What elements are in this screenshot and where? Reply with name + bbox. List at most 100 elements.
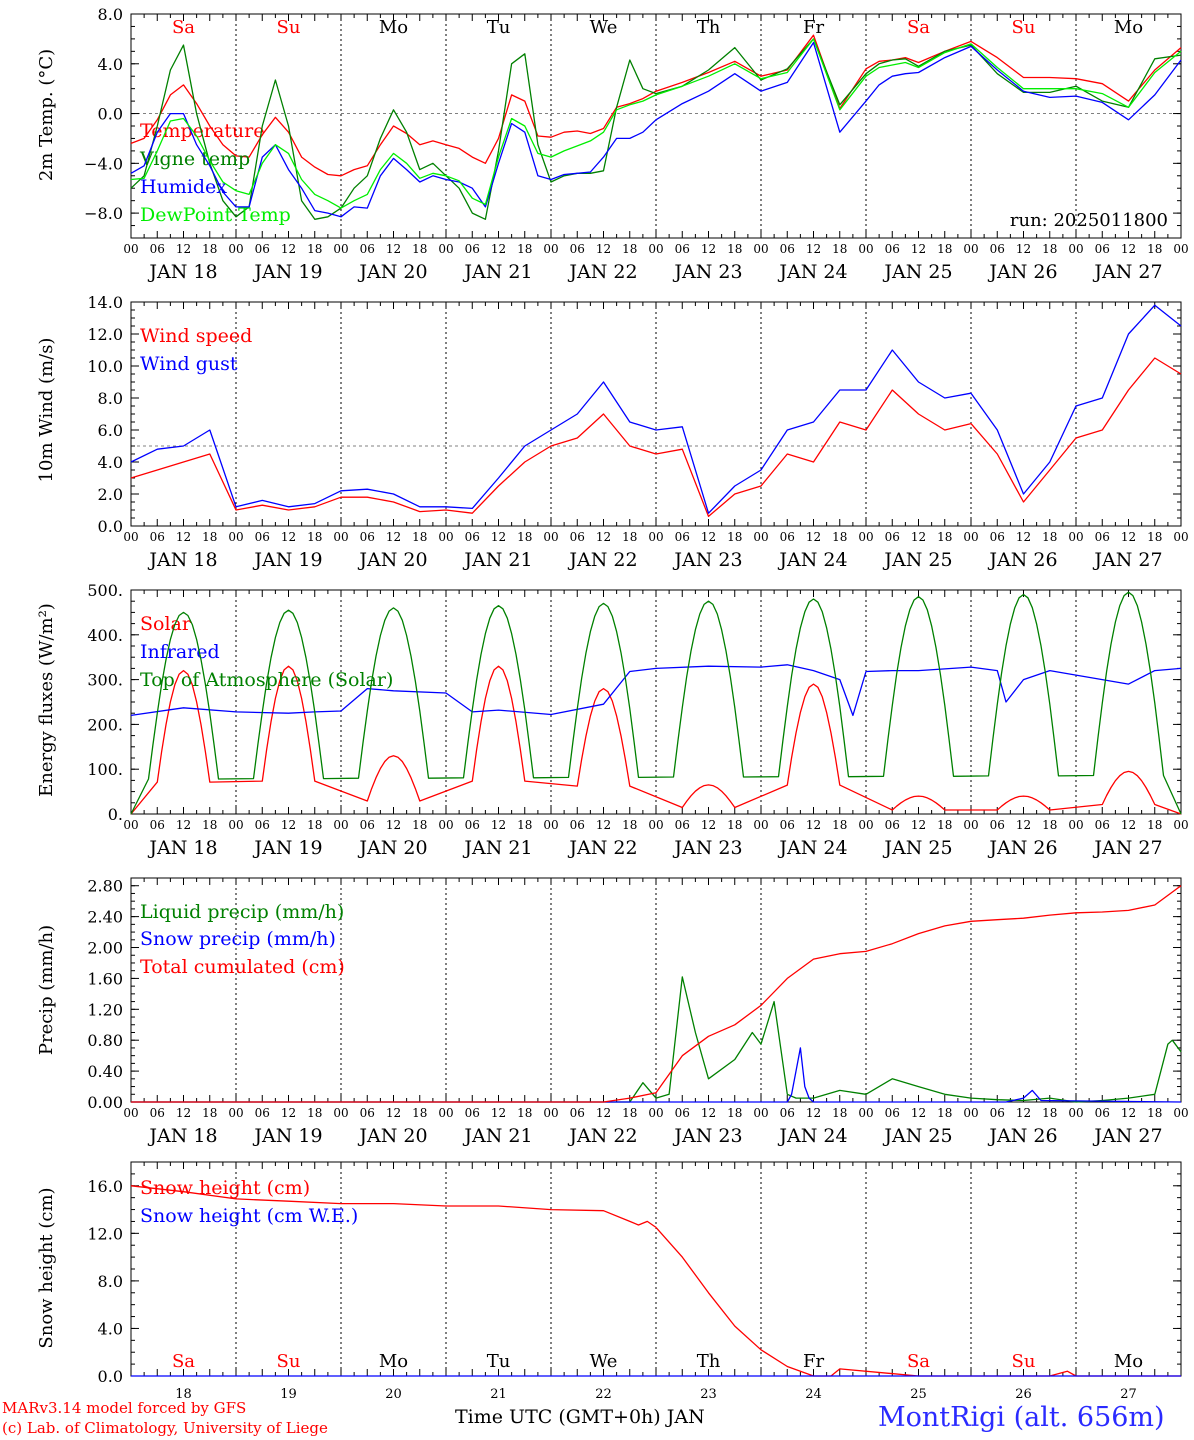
y-tick-label: 0.80 (87, 1031, 123, 1050)
date-label: JAN 23 (672, 1125, 742, 1147)
hour-tick-label: 06 (1095, 818, 1110, 832)
y-axis-label: Energy fluxes (W/m²) (36, 603, 57, 797)
hour-tick-label: 06 (990, 242, 1005, 256)
hour-tick-label: 06 (675, 818, 690, 832)
hour-tick-label: 00 (1173, 818, 1188, 832)
hour-tick-label: 12 (491, 818, 506, 832)
hour-tick-label: 06 (1095, 242, 1110, 256)
hour-tick-label: 12 (1121, 818, 1136, 832)
y-tick-label: 2.0 (98, 485, 123, 504)
hour-tick-label: 06 (570, 530, 585, 544)
hour-tick-label: 06 (465, 530, 480, 544)
hour-tick-label: 00 (753, 242, 768, 256)
hour-tick-label: 12 (281, 530, 296, 544)
hour-tick-label: 12 (596, 818, 611, 832)
hour-tick-label: 18 (622, 818, 637, 832)
series-line (130, 38, 1182, 209)
hour-tick-label: 12 (1016, 242, 1031, 256)
date-label: JAN 26 (987, 837, 1057, 859)
series-line (131, 1047, 1182, 1103)
hour-tick-label: 18 (1042, 818, 1057, 832)
hour-tick-label: 12 (386, 242, 401, 256)
weekday-label: Su (1012, 1351, 1036, 1372)
date-label: JAN 21 (462, 261, 532, 283)
hour-tick-label: 06 (255, 242, 270, 256)
hour-tick-label: 00 (228, 242, 243, 256)
hour-tick-label: 00 (648, 530, 663, 544)
hour-tick-label: 06 (675, 530, 690, 544)
legend-entry: Temperature (140, 120, 264, 142)
day-number-label: 23 (700, 1387, 717, 1402)
hour-tick-label: 12 (281, 818, 296, 832)
series-line (130, 664, 1182, 717)
y-tick-label: 4.0 (98, 453, 123, 472)
hour-tick-label: 12 (596, 1106, 611, 1120)
date-label: JAN 19 (252, 549, 322, 571)
hour-tick-label: 12 (176, 1106, 191, 1120)
hour-tick-label: 18 (937, 818, 952, 832)
y-tick-label: 100. (87, 760, 123, 779)
weekday-label: We (590, 1351, 618, 1372)
weekday-label: Th (697, 17, 721, 38)
legend-entry: Liquid precip (mm/h) (140, 901, 344, 923)
y-axis-label: Snow height (cm) (36, 1187, 57, 1348)
hour-tick-label: 12 (911, 530, 926, 544)
hour-tick-label: 12 (281, 242, 296, 256)
date-label: JAN 26 (987, 261, 1057, 283)
day-number-label: 27 (1120, 1387, 1137, 1402)
hour-tick-label: 18 (1147, 530, 1162, 544)
hour-tick-label: 18 (1147, 818, 1162, 832)
day-number-label: 20 (385, 1387, 402, 1402)
hour-tick-label: 00 (753, 818, 768, 832)
weekday-label: Su (1012, 17, 1036, 38)
date-label: JAN 20 (357, 1125, 427, 1147)
hour-tick-label: 00 (963, 530, 978, 544)
y-tick-label: 8.0 (98, 1272, 123, 1291)
hour-tick-label: 00 (123, 1106, 138, 1120)
hour-tick-label: 06 (570, 242, 585, 256)
hour-tick-label: 00 (543, 1106, 558, 1120)
series-line (130, 41, 1182, 218)
hour-tick-label: 18 (1042, 530, 1057, 544)
hour-tick-label: 18 (412, 1106, 427, 1120)
hour-tick-label: 12 (1121, 242, 1136, 256)
date-label: JAN 26 (987, 549, 1057, 571)
hour-tick-label: 06 (570, 1106, 585, 1120)
hour-tick-label: 12 (176, 818, 191, 832)
hour-tick-label: 00 (963, 818, 978, 832)
hour-tick-label: 18 (202, 818, 217, 832)
hour-tick-label: 00 (438, 530, 453, 544)
series-line (130, 304, 1182, 514)
hour-tick-label: 18 (727, 1106, 742, 1120)
hour-tick-label: 18 (412, 530, 427, 544)
y-tick-label: 200. (87, 715, 123, 734)
hour-tick-label: 18 (517, 530, 532, 544)
hour-tick-label: 18 (517, 242, 532, 256)
hour-tick-label: 00 (543, 818, 558, 832)
y-tick-label: 12.0 (87, 1224, 123, 1243)
day-number-label: 19 (280, 1387, 297, 1402)
hour-tick-label: 18 (937, 530, 952, 544)
hour-tick-label: 06 (360, 1106, 375, 1120)
hour-tick-label: 00 (123, 242, 138, 256)
hour-tick-label: 06 (360, 818, 375, 832)
date-label: JAN 23 (672, 837, 742, 859)
hour-tick-label: 18 (832, 530, 847, 544)
legend-entry: Snow height (cm) (140, 1177, 310, 1199)
day-number-label: 21 (490, 1387, 507, 1402)
day-number-label: 22 (595, 1387, 612, 1402)
hour-tick-label: 12 (386, 1106, 401, 1120)
hour-tick-label: 18 (307, 242, 322, 256)
hour-tick-label: 18 (832, 818, 847, 832)
weekday-label: Su (277, 17, 301, 38)
y-axis-label: 2m Temp. (°C) (36, 49, 57, 181)
date-label: JAN 20 (357, 837, 427, 859)
hour-tick-label: 00 (963, 1106, 978, 1120)
y-tick-label: 400. (87, 626, 123, 645)
hour-tick-label: 18 (307, 818, 322, 832)
y-tick-label: 14.0 (87, 293, 123, 312)
date-label: JAN 25 (882, 549, 952, 571)
date-label: JAN 22 (567, 1125, 637, 1147)
hour-tick-label: 06 (675, 1106, 690, 1120)
